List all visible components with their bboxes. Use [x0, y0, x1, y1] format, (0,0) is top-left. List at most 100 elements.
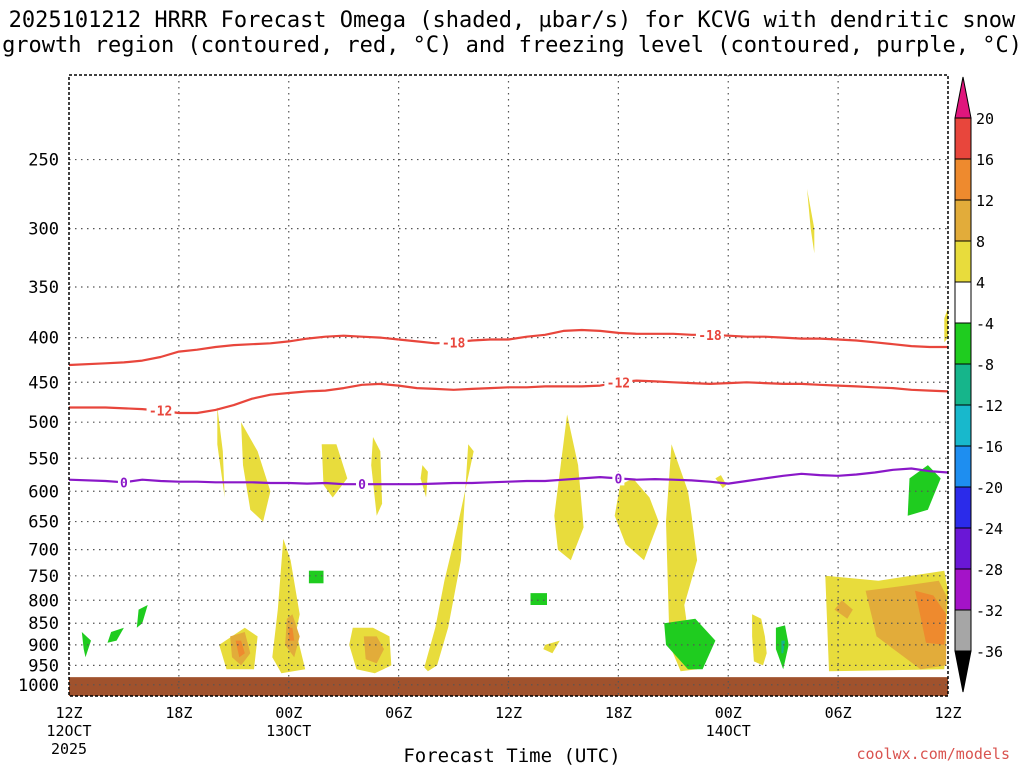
y-tick-label-450: 450 [28, 373, 59, 393]
colorbar-band-5 [954, 322, 972, 365]
x-tick-label-18: 06Z [385, 704, 412, 722]
colorbar-tick-11: -28 [976, 561, 1003, 579]
isotherm-label-0-1: -18 [698, 329, 722, 344]
omega-region-2-1 [288, 627, 295, 641]
isotherm-label-bg-2-0 [117, 475, 130, 490]
omega-region-3-4 [530, 593, 547, 605]
colorbar-tick-2: 12 [976, 192, 994, 210]
isotherm-label-1-1: -12 [607, 376, 630, 391]
y-tick-label-900: 900 [28, 636, 59, 656]
omega-region-3-1 [107, 627, 124, 643]
omega-region-0-9 [715, 475, 727, 489]
isotherm-label-1-0: -12 [149, 405, 172, 420]
colorbar-tick-5: -4 [976, 315, 994, 333]
isotherm-label-bg-1-1 [604, 375, 633, 390]
colorbar-band-6 [954, 363, 972, 406]
omega-region-3-0 [81, 632, 91, 658]
y-tick-label-650: 650 [28, 513, 59, 533]
x-tick-label-6: 18Z [165, 704, 192, 722]
chart-title-line-1: 2025101212 HRRR Forecast Omega (shaded, … [8, 8, 1016, 33]
x-axis-label: Forecast Time (UTC) [403, 745, 621, 767]
colorbar-tick-3: 8 [976, 233, 985, 251]
omega-region-4-0 [781, 640, 785, 654]
isotherm-line-1 [69, 379, 948, 415]
x-tick-label-0: 12Z [55, 704, 82, 722]
isotherm-label-bg-0-0 [439, 335, 468, 350]
x-tick-date-12: 13OCT [266, 722, 311, 740]
omega-region-0-5 [424, 444, 474, 672]
omega-region-0-17 [752, 614, 767, 666]
x-tick-label-36: 00Z [715, 704, 742, 722]
omega-region-0-4 [420, 465, 428, 498]
colorbar-band-3 [954, 240, 972, 283]
omega-region-0-16 [543, 640, 560, 654]
isotherm-layer: -18 -18 -12 -12 0 0 0 [69, 327, 948, 493]
y-tick-label-400: 400 [28, 329, 59, 349]
omega-region-0-12 [944, 308, 948, 343]
x-tick-label-30: 18Z [605, 704, 632, 722]
axis-layer: 2503003504004505005506006507007508008509… [18, 74, 962, 758]
omega-region-0-8 [666, 444, 703, 672]
omega-region-1-3 [834, 600, 853, 619]
x-start-year: 2025 [51, 740, 87, 758]
x-tick-label-48: 12Z [934, 704, 961, 722]
colorbar-tick-13: -36 [976, 643, 1003, 661]
y-tick-label-1000: 1000 [18, 676, 59, 696]
y-tick-label-350: 350 [28, 278, 59, 298]
omega-shading-layer [81, 188, 948, 674]
omega-region-0-0 [217, 406, 225, 498]
x-tick-date-0: 12OCT [46, 722, 91, 740]
isotherm-label-bg-1-0 [146, 403, 175, 418]
y-tick-label-300: 300 [28, 220, 59, 240]
omega-region-0-1 [241, 422, 271, 522]
y-tick-label-850: 850 [28, 614, 59, 634]
isotherm-label-bg-2-2 [612, 471, 625, 486]
omega-region-0-10 [807, 188, 815, 254]
omega-region-0-2 [321, 444, 348, 498]
y-tick-label-600: 600 [28, 482, 59, 502]
omega-region-3-7 [907, 465, 941, 516]
omega-region-0-14 [272, 538, 306, 674]
colorbar-band-9 [954, 486, 972, 529]
colorbar-band-0 [954, 117, 972, 160]
colorbar-tick-1: 16 [976, 151, 994, 169]
colorbar-tick-4: 4 [976, 274, 985, 292]
omega-region-3-3 [308, 570, 324, 584]
chart-title-line-2: growth region (contoured, red, °C) and f… [2, 33, 1022, 58]
y-tick-label-500: 500 [28, 413, 59, 433]
colorbar-band-4 [954, 281, 972, 324]
x-tick-label-24: 12Z [495, 704, 522, 722]
isotherm-label-2-2: 0 [614, 472, 622, 487]
y-tick-label-950: 950 [28, 656, 59, 676]
x-tick-label-42: 06Z [825, 704, 852, 722]
omega-region-2-2 [915, 590, 947, 645]
omega-region-0-3 [371, 437, 383, 516]
colorbar-tick-6: -8 [976, 356, 994, 374]
isotherm-label-bg-0-1 [695, 327, 724, 342]
omega-region-3-2 [136, 605, 148, 628]
colorbar-band-8 [954, 445, 972, 488]
colorbar: 20 16 12 8 4 -4 -8 -12 -16 -20 -24 -28 -32 -36 [954, 76, 1003, 693]
colorbar-band-10 [954, 527, 972, 570]
omega-region-0-6 [554, 414, 584, 561]
colorbar-band-2 [954, 199, 972, 242]
y-tick-label-700: 700 [28, 541, 59, 561]
y-tick-label-750: 750 [28, 567, 59, 587]
colorbar-tick-12: -32 [976, 602, 1003, 620]
y-tick-label-250: 250 [28, 151, 59, 171]
isotherm-label-0-0: -18 [442, 336, 466, 351]
colorbar-band-1 [954, 158, 972, 201]
colorbar-max-arrow [954, 76, 972, 119]
x-tick-label-12: 00Z [275, 704, 302, 722]
colorbar-tick-8: -16 [976, 438, 1003, 456]
colorbar-tick-0: 20 [976, 110, 994, 128]
colorbar-min-arrow [954, 650, 972, 693]
credit-text: coolwx.com/models [856, 745, 1010, 763]
isotherm-label-2-1: 0 [358, 478, 366, 493]
isotherm-line-2 [69, 467, 948, 486]
omega-region-0-7 [614, 478, 659, 561]
omega-region-3-5 [664, 618, 716, 670]
colorbar-tick-9: -20 [976, 479, 1003, 497]
colorbar-band-11 [954, 568, 972, 611]
